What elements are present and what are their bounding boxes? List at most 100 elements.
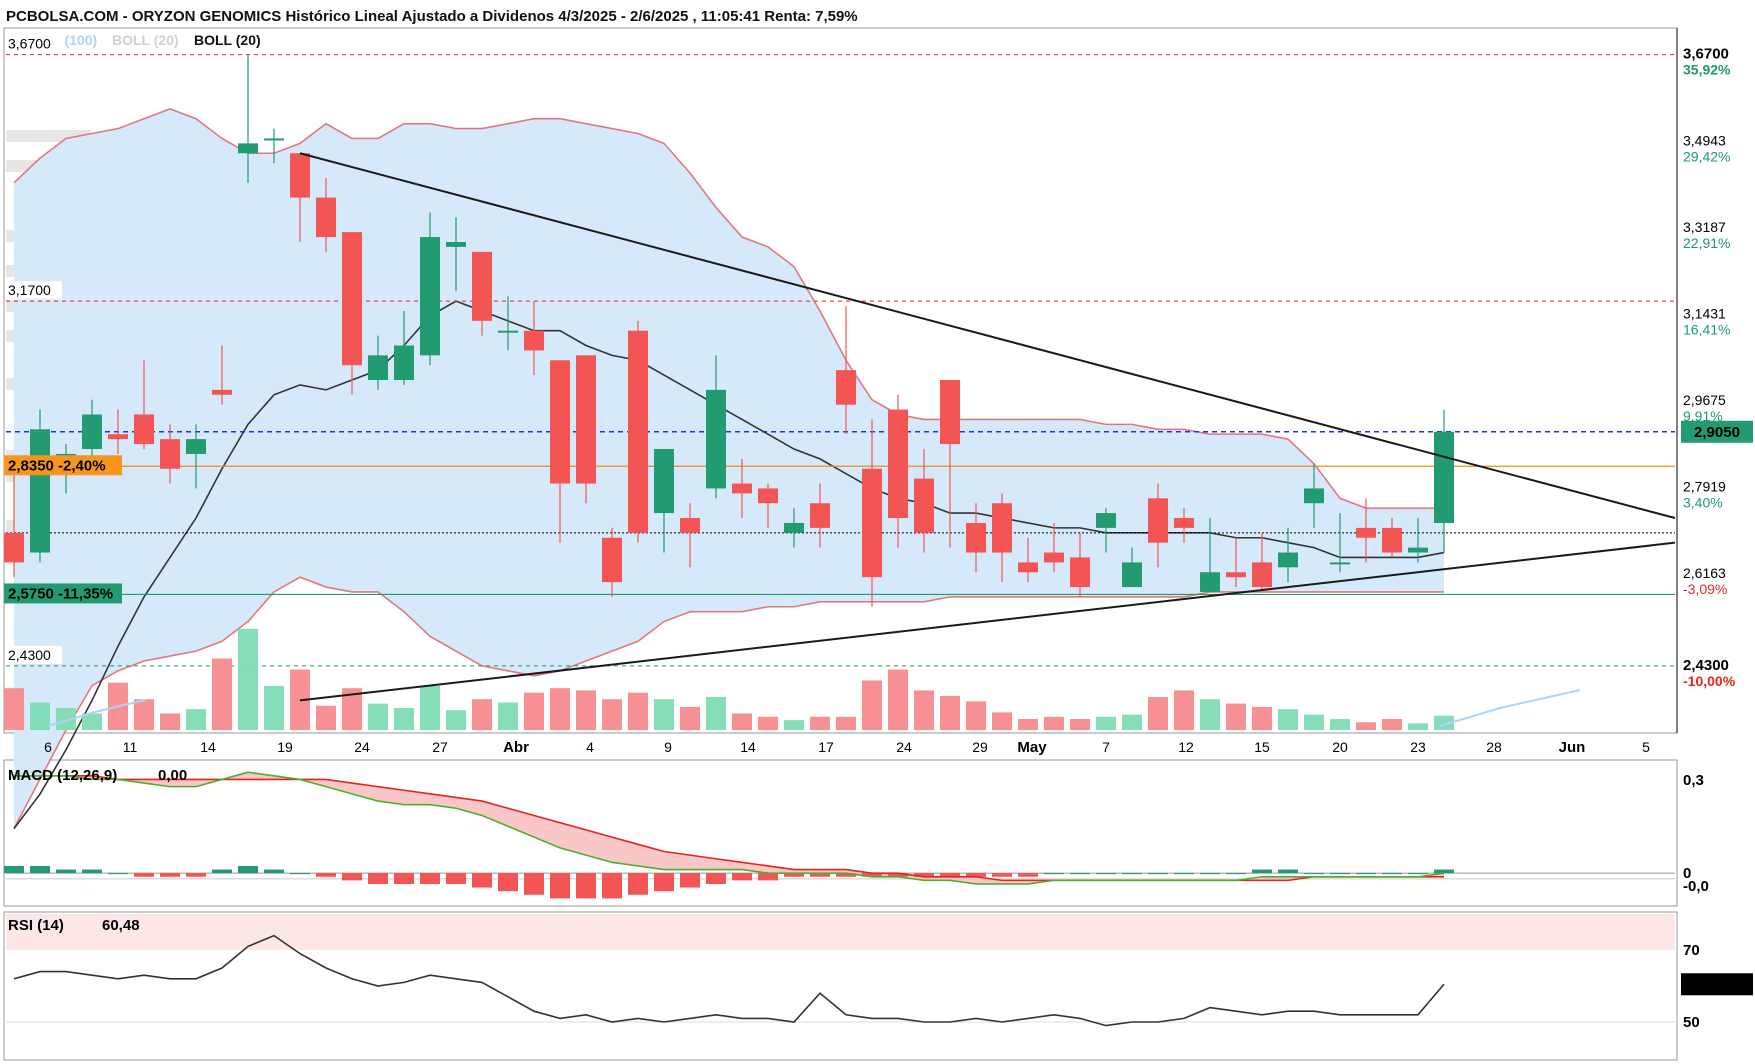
y-tick-label: 3,1431 (1683, 305, 1726, 321)
macd-histogram-bar (342, 873, 362, 881)
macd-histogram-bar (4, 865, 24, 874)
y-tick-percent: -3,09% (1683, 581, 1727, 597)
candle-body (446, 241, 466, 247)
volume-bar (316, 705, 336, 730)
macd-histogram-bar (680, 873, 700, 888)
x-tick-label: 17 (818, 739, 834, 755)
volume-bar (1096, 716, 1116, 730)
y-tick-percent: -10,00% (1683, 673, 1736, 689)
candle-body (1226, 572, 1246, 578)
candle-body (1174, 518, 1194, 528)
macd-histogram-bar (966, 873, 986, 877)
volume-bar (758, 716, 778, 730)
volume-bar (1044, 716, 1064, 730)
volume-bar (654, 699, 674, 730)
candle-body (1070, 557, 1090, 588)
candle-body (940, 380, 960, 445)
boll-legend[interactable]: BOLL (20) (194, 32, 261, 48)
macd-histogram-bar (1382, 873, 1402, 875)
y-tick-percent: 22,91% (1683, 235, 1730, 251)
volume-bar (1408, 723, 1428, 730)
bollinger-band-fill (14, 108, 1444, 829)
rsi-last-tag (1681, 973, 1753, 996)
candle-body (1408, 547, 1428, 553)
candle-body (212, 389, 232, 395)
macd-histogram-bar (290, 873, 310, 875)
candle-body (758, 488, 778, 504)
x-tick-label: Jun (1559, 739, 1586, 756)
rsi-y-tick: 70 (1683, 942, 1700, 959)
left-level-label: 3,6700 (8, 36, 51, 52)
x-tick-label: 9 (664, 739, 672, 755)
volume-bar (4, 688, 24, 730)
y-tick-label: 3,6700 (1683, 46, 1729, 63)
candle-body (836, 370, 856, 405)
candle-body (550, 360, 570, 484)
y-tick-percent: 16,41% (1683, 321, 1730, 337)
volume-bar (1174, 690, 1194, 730)
candle-body (784, 522, 804, 533)
macd-histogram-bar (134, 873, 154, 877)
x-tick-label: 29 (972, 739, 988, 755)
candle-body (134, 414, 154, 445)
candle-body (1122, 562, 1142, 588)
chart-title: PCBOLSA.COM - ORYZON GENOMICS Histórico … (6, 8, 858, 25)
macd-histogram-bar (524, 873, 544, 895)
volume-bar (56, 708, 76, 730)
x-tick-label: 28 (1486, 739, 1502, 755)
left-level-box (6, 34, 62, 53)
trendline (299, 541, 1676, 702)
candle-body (394, 345, 414, 380)
macd-title: MACD (12,26,9) (8, 767, 117, 784)
x-tick-label: Abr (503, 739, 529, 756)
trendline (299, 152, 1676, 519)
volume-bar (1200, 699, 1220, 730)
y-tick-percent: 9,91% (1683, 408, 1723, 424)
macd-histogram-bar (550, 873, 570, 899)
left-level-label: 3,1700 (8, 282, 51, 298)
candle-body (30, 429, 50, 553)
macd-histogram-bar (1408, 873, 1428, 875)
volume-bar (706, 697, 726, 730)
macd-histogram-bar (264, 869, 284, 874)
x-tick-label: 6 (44, 739, 52, 755)
candle-body (966, 522, 986, 553)
candle-body (1096, 513, 1116, 528)
x-tick-label: May (1017, 739, 1047, 756)
boll-grey-legend[interactable]: BOLL (20) (112, 32, 179, 48)
rsi-overbought-zone (6, 914, 1675, 950)
macd-histogram-bar (862, 873, 882, 877)
volume-bar (186, 709, 206, 730)
candle-body (706, 389, 726, 489)
volume-bar (1122, 714, 1142, 730)
candle-body (368, 355, 388, 380)
main-panel (3, 27, 1678, 734)
volume-bar (446, 710, 466, 730)
candle-body (186, 439, 206, 454)
x-tick-label: 19 (277, 739, 293, 755)
bollinger-lower-line (13, 576, 1444, 829)
x-tick-label: 5 (1642, 739, 1650, 755)
volume-bar (1278, 709, 1298, 730)
bollinger-mid-line (13, 300, 1445, 830)
candle-body (654, 449, 674, 514)
macd-histogram-bar (940, 873, 960, 877)
volume-bar (1226, 703, 1246, 730)
volume-bar (576, 690, 596, 730)
macd-histogram-bar (576, 873, 596, 899)
x-tick-label: 12 (1178, 739, 1194, 755)
macd-histogram-bar (368, 873, 388, 884)
macd-histogram-bar (784, 873, 804, 877)
macd-histogram-bar (56, 869, 76, 874)
candle-body (524, 330, 544, 351)
volume-bar (342, 688, 362, 730)
volume-bar (264, 686, 284, 730)
macd-histogram-bar (602, 873, 622, 899)
rsi-y-tick: 50 (1683, 1014, 1700, 1031)
volume-bar (784, 720, 804, 730)
rsi-panel (3, 911, 1678, 1061)
x-tick-label: 24 (896, 739, 912, 755)
x-tick-label: 23 (1410, 739, 1426, 755)
macd-histogram-bar (1148, 873, 1168, 875)
macd-histogram-bar (238, 865, 258, 874)
